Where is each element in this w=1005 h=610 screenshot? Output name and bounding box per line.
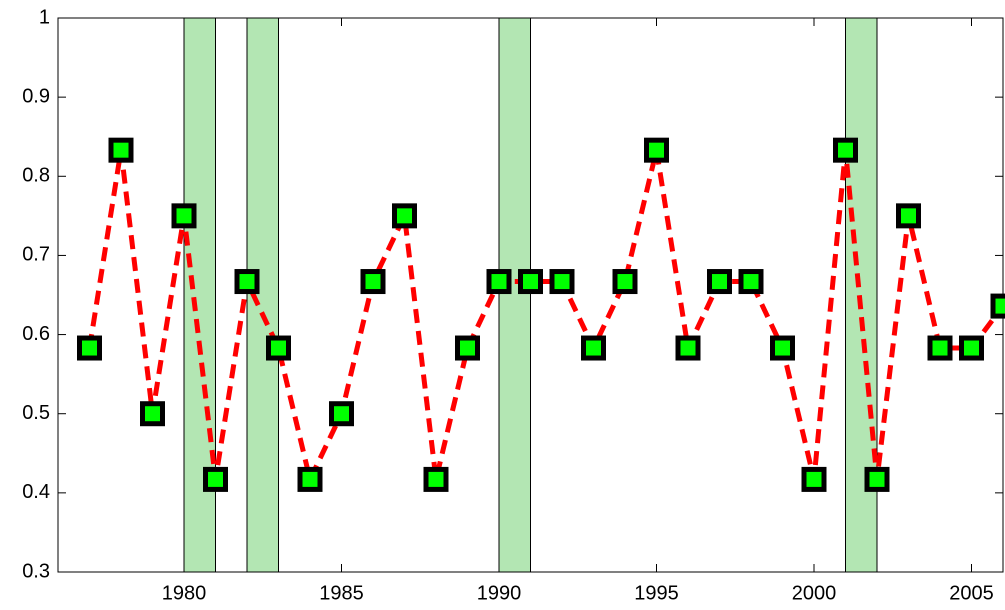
marker [518,269,543,295]
marker [297,466,323,492]
marker [423,466,449,492]
x-tick-label: 1985 [319,582,364,604]
marker [392,203,417,229]
marker [455,335,480,361]
marker [108,137,134,163]
y-tick-label: 0.8 [22,165,50,187]
marker [140,401,165,427]
data-line [87,149,1005,487]
x-tick-label: 1980 [162,582,207,604]
marker [896,203,921,229]
y-tick-label: 0.5 [22,402,50,424]
marker [360,269,386,295]
marker [77,335,102,361]
marker [864,466,890,492]
y-tick-label: 0.3 [22,560,50,582]
shaded-span [498,17,531,573]
y-tick-label: 1 [39,6,50,28]
marker [801,466,827,492]
marker [990,293,1005,319]
marker [329,401,354,427]
marker [581,335,606,361]
marker [612,269,638,295]
y-tick-label: 0.4 [22,481,50,503]
marker [959,335,984,361]
marker [707,269,732,295]
marker [644,137,669,163]
marker [927,335,953,361]
x-tick-label: 2000 [792,582,837,604]
marker [486,269,512,295]
y-tick-label: 0.9 [22,85,50,107]
x-tick-label: 1995 [634,582,679,604]
marker [266,335,291,361]
y-tick-label: 0.7 [22,244,50,266]
x-tick-label: 2005 [949,582,994,604]
y-tick-label: 0.6 [22,323,50,345]
x-tick-label: 1990 [477,582,522,604]
marker [171,203,197,229]
marker [203,466,228,492]
marker [738,269,764,295]
marker [234,269,260,295]
marker [549,269,575,295]
marker [675,335,701,361]
marker [833,137,858,163]
marker [770,335,795,361]
